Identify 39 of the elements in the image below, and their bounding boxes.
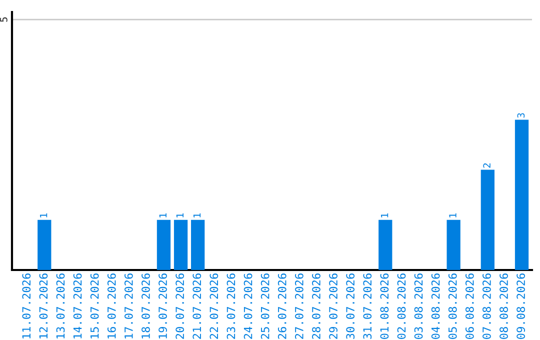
x-tick-label: 08.08.2026: [500, 273, 508, 339]
x-tick-label: 22.07.2026: [210, 273, 218, 339]
x-tick-label: 27.07.2026: [294, 273, 304, 339]
x-tick-label: 14.07.2026: [73, 273, 82, 338]
x-tick-label: 23.07.2026: [226, 273, 236, 339]
x-tick-label: 16.07.2026: [107, 273, 116, 338]
x-tick-label: 05.08.2026: [448, 273, 457, 339]
x-tick-label: 09.08.2026: [516, 273, 526, 339]
data-label: 1: [193, 213, 201, 218]
x-tick-label: 25.07.2026: [260, 273, 270, 339]
x-tick-label: 15.07.2026: [90, 273, 99, 338]
x-tick-label: 12.07.2026: [39, 273, 48, 338]
data-label: 2: [483, 163, 490, 168]
data-label: 1: [40, 213, 48, 218]
y-tick-label: 5: [0, 17, 8, 22]
x-tick-label: 18.07.2026: [142, 273, 150, 338]
x-tick-label: 20.07.2026: [176, 273, 184, 339]
data-label: 1: [381, 213, 388, 218]
x-tick-label: 01.08.2026: [380, 273, 389, 339]
x-tick-label: 04.08.2026: [431, 273, 440, 339]
x-tick-label: 24.07.2026: [244, 273, 252, 339]
x-tick-label: 29.07.2026: [329, 273, 338, 339]
data-label: 3: [517, 113, 525, 118]
x-tick-label: 21.07.2026: [192, 273, 202, 339]
x-tick-label: 03.08.2026: [414, 273, 423, 339]
x-tick-label: 28.07.2026: [312, 273, 320, 339]
data-label: 1: [449, 213, 456, 218]
x-tick-label: 02.08.2026: [397, 273, 406, 339]
x-tick-label: 06.08.2026: [465, 273, 474, 339]
data-label: 1: [176, 213, 184, 218]
x-tick-label: 30.07.2026: [346, 273, 355, 339]
x-tick-label: 11.07.2026: [22, 273, 31, 338]
x-tick-label: 19.07.2026: [158, 273, 167, 338]
x-tick-label: 07.08.2026: [482, 273, 491, 339]
x-tick-label: 13.07.2026: [56, 273, 65, 338]
x-tick-label: 31.07.2026: [363, 273, 372, 339]
data-label: 1: [159, 213, 166, 218]
x-tick-label: 26.07.2026: [278, 273, 286, 339]
x-tick-label: 17.07.2026: [124, 273, 133, 338]
